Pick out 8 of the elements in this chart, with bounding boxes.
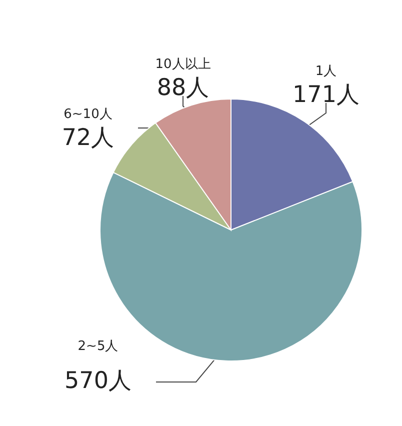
slice-label: 10人以上 xyxy=(155,57,211,72)
data-label: 72人 xyxy=(62,125,114,151)
slice-label: 2~5人 xyxy=(78,339,118,354)
data-label: 88人 xyxy=(156,75,210,101)
slice-label: 1人 xyxy=(315,64,337,79)
slice-label: 6~10人 xyxy=(64,107,112,122)
data-label: 570人 xyxy=(64,368,132,394)
data-label: 171人 xyxy=(292,82,360,108)
